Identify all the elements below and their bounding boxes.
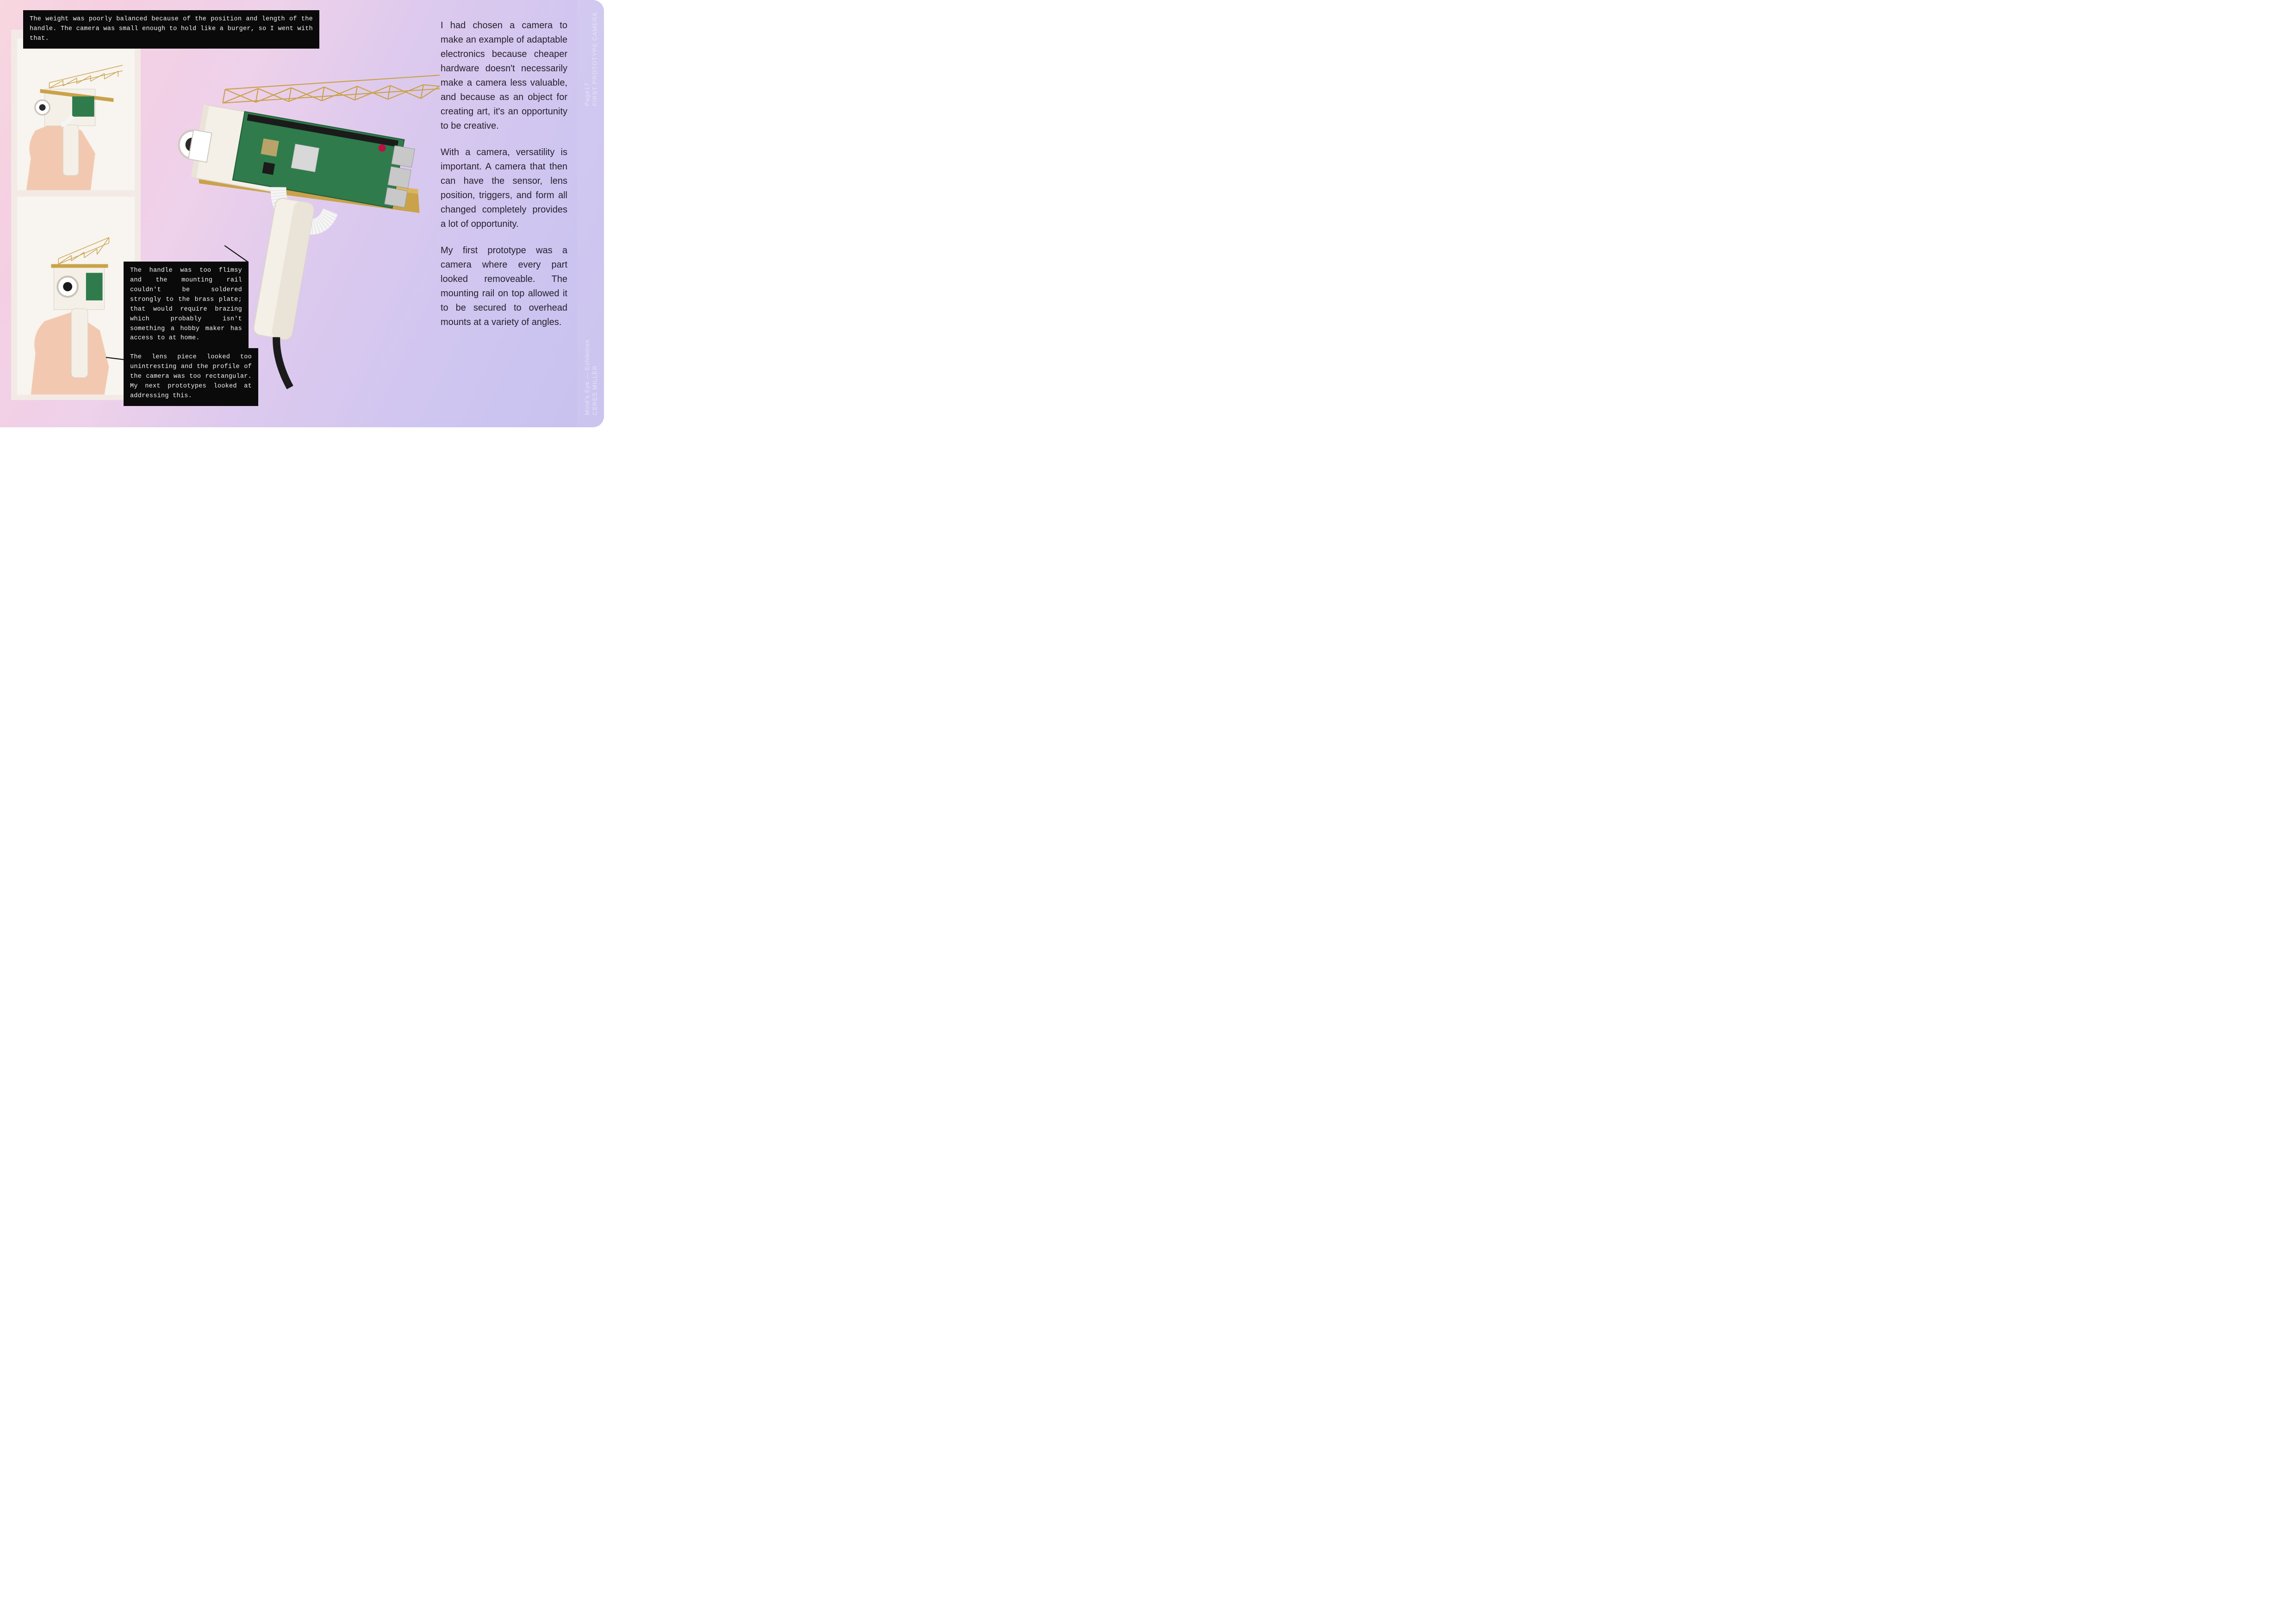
callout-text: The weight was poorly balanced because o… [30, 16, 313, 42]
body-paragraph-1: I had chosen a camera to make an example… [441, 19, 567, 133]
callout-handle-flimsy: The handle was too flimsy and the mounti… [124, 262, 249, 348]
sidebar-top-text: Page17 FIRST PROTOTYPE CAMERA [584, 12, 599, 106]
body-paragraph-3: My first prototype was a camera where ev… [441, 244, 567, 330]
exhibition-title: Mind's Eye — Exhibition [584, 339, 591, 415]
callout-weight-balance: The weight was poorly balanced because o… [23, 10, 319, 49]
callout-text: The handle was too flimsy and the mounti… [130, 267, 242, 342]
callout-text: The lens piece looked too unintresting a… [130, 354, 252, 400]
sidebar-strip: Page17 FIRST PROTOTYPE CAMERA Mind's Eye… [577, 0, 604, 427]
body-paragraph-2: With a camera, versatility is important.… [441, 145, 567, 231]
page-number: Page17 [584, 82, 591, 106]
sidebar-bottom-text: Mind's Eye — Exhibition CERES MILLER [584, 339, 599, 415]
section-title: FIRST PROTOTYPE CAMERA [591, 12, 598, 106]
photo-prototype-side-svg [17, 38, 135, 190]
callout-lens-profile: The lens piece looked too unintresting a… [124, 348, 258, 406]
body-text-column: I had chosen a camera to make an example… [441, 19, 567, 330]
photo-prototype-front-svg [17, 197, 135, 395]
photo-prototype-front [17, 196, 135, 395]
page-root: Page17 FIRST PROTOTYPE CAMERA Mind's Eye… [0, 0, 604, 427]
photo-prototype-side [17, 38, 135, 191]
author-name: CERES MILLER [591, 365, 598, 415]
